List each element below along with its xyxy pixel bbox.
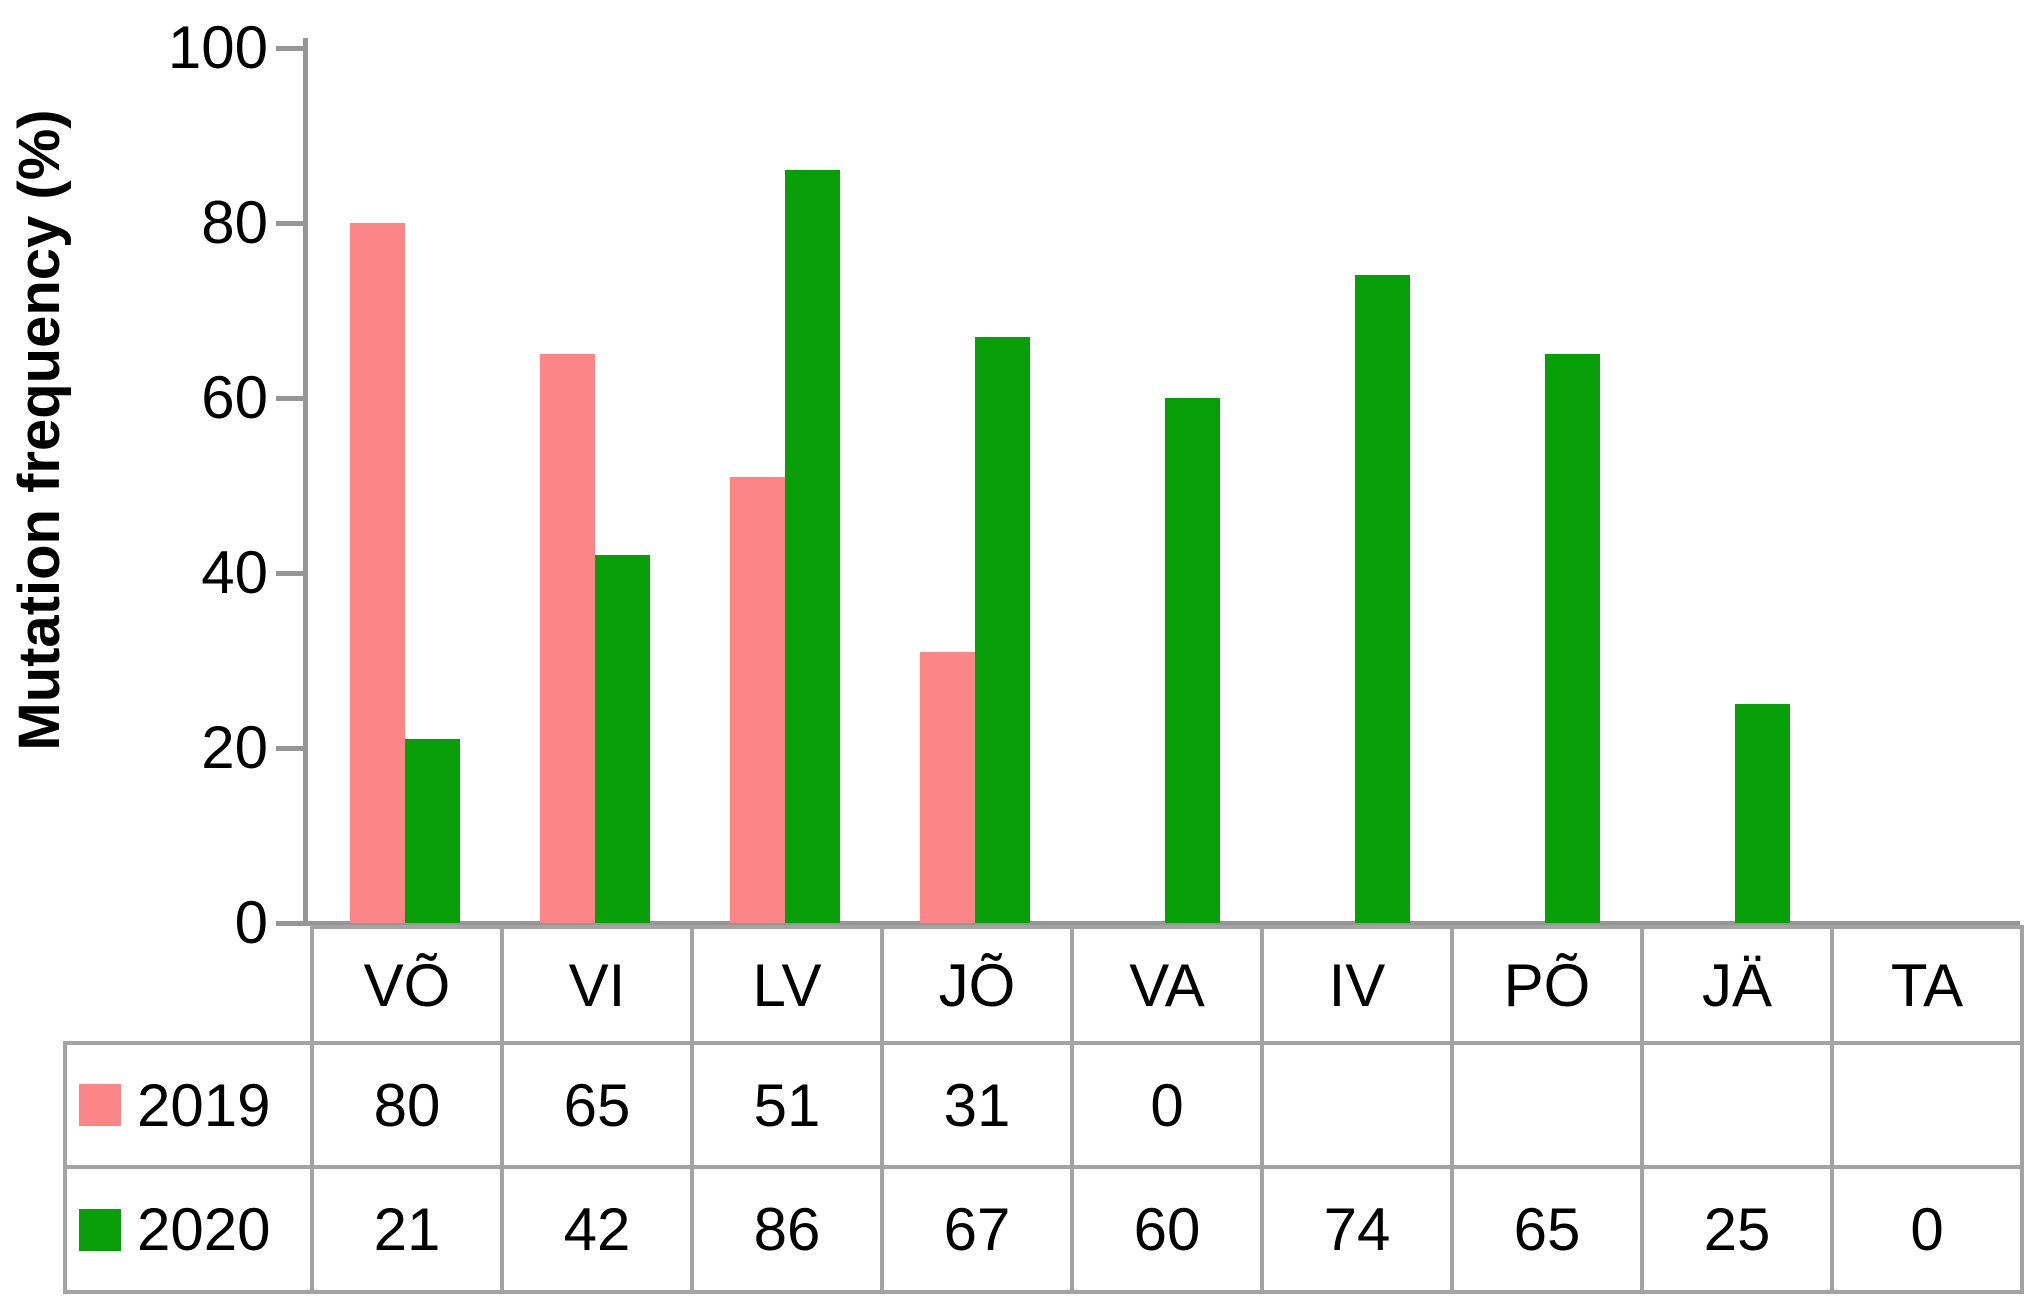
table-cell-2019-iv <box>1260 1041 1454 1169</box>
data-table: VÕ VI LV JÕ VA IV PÕ JÄ TA 2019 80 65 51 31 0 2020 21 42 8… <box>63 925 2024 1294</box>
table-cell-2019-ta <box>1830 1041 2024 1169</box>
bar-2020-vi <box>595 555 650 923</box>
legend-swatch-2019 <box>79 1084 121 1126</box>
table-cell-2020-va: 60 <box>1070 1165 1264 1294</box>
y-axis-tick <box>276 571 303 576</box>
column-header-iv: IV <box>1260 925 1454 1045</box>
bar-2019-võ <box>350 223 405 923</box>
table-cell-2020-jõ: 67 <box>880 1165 1074 1294</box>
y-axis-tick-label: 60 <box>201 364 268 431</box>
legend-label: 2019 <box>137 1071 271 1139</box>
table-cell-2019-põ <box>1450 1041 1644 1169</box>
bar-2020-jä <box>1735 704 1790 923</box>
y-axis-tick <box>276 746 303 751</box>
y-axis-tick-label: 40 <box>201 539 268 606</box>
column-header-ta: TA <box>1830 925 2024 1045</box>
y-axis-tick <box>276 46 303 51</box>
table-cell-2019-jä <box>1640 1041 1834 1169</box>
bar-2019-lv <box>730 477 785 923</box>
table-cell-2019-jõ: 31 <box>880 1041 1074 1169</box>
y-axis-line <box>303 38 308 926</box>
bar-2020-põ <box>1545 354 1600 923</box>
table-corner-blank <box>65 927 312 1043</box>
table-cell-2020-vi: 42 <box>500 1165 694 1294</box>
legend-swatch-2020 <box>79 1208 121 1251</box>
bar-2020-võ <box>405 739 460 923</box>
table-cell-2020-iv: 74 <box>1260 1165 1454 1294</box>
legend-entry: 2019 <box>69 1071 308 1140</box>
column-header-lv: LV <box>690 925 884 1045</box>
bar-2020-jõ <box>975 337 1030 923</box>
column-header-jõ: JÕ <box>880 925 1074 1045</box>
table-cell-2020-võ: 21 <box>310 1165 504 1294</box>
table-cell-2019-lv: 51 <box>690 1041 884 1169</box>
y-axis-tick <box>276 396 303 401</box>
column-header-va: VA <box>1070 925 1264 1045</box>
bar-2020-iv <box>1355 275 1410 923</box>
y-axis-tick <box>276 221 303 226</box>
bar-2019-vi <box>540 354 595 923</box>
column-header-võ: VÕ <box>310 925 504 1045</box>
y-axis-tick-label: 80 <box>201 189 268 256</box>
table-cell-2019-vi: 65 <box>500 1041 694 1169</box>
table-cell-2020-jä: 25 <box>1640 1165 1834 1294</box>
y-axis-tick-label: 20 <box>201 714 268 781</box>
column-header-jä: JÄ <box>1640 925 1834 1045</box>
legend-cell-2019: 2019 <box>63 1041 314 1169</box>
bar-2020-va <box>1165 398 1220 923</box>
x-axis-line <box>279 921 2020 926</box>
table-cell-2020-ta: 0 <box>1830 1165 2024 1294</box>
table-row-2019: 2019 80 65 51 31 0 <box>63 1041 2024 1169</box>
bar-2020-lv <box>785 170 840 923</box>
legend-entry: 2020 <box>69 1195 308 1264</box>
table-header-row: VÕ VI LV JÕ VA IV PÕ JÄ TA <box>65 925 2024 1045</box>
column-header-põ: PÕ <box>1450 925 1644 1045</box>
table-cell-2020-põ: 65 <box>1450 1165 1644 1294</box>
column-header-vi: VI <box>500 925 694 1045</box>
legend-cell-2020: 2020 <box>63 1165 314 1294</box>
table-cell-2019-va: 0 <box>1070 1041 1264 1169</box>
y-axis-tick-label: 100 <box>167 14 268 81</box>
y-axis-tick-label: 0 <box>234 889 268 956</box>
table-cell-2019-võ: 80 <box>310 1041 504 1169</box>
table-row-2020: 2020 21 42 86 67 60 74 65 25 0 <box>63 1165 2024 1294</box>
legend-label: 2020 <box>137 1196 271 1263</box>
table-cell-2020-lv: 86 <box>690 1165 884 1294</box>
bar-2019-jõ <box>920 652 975 923</box>
